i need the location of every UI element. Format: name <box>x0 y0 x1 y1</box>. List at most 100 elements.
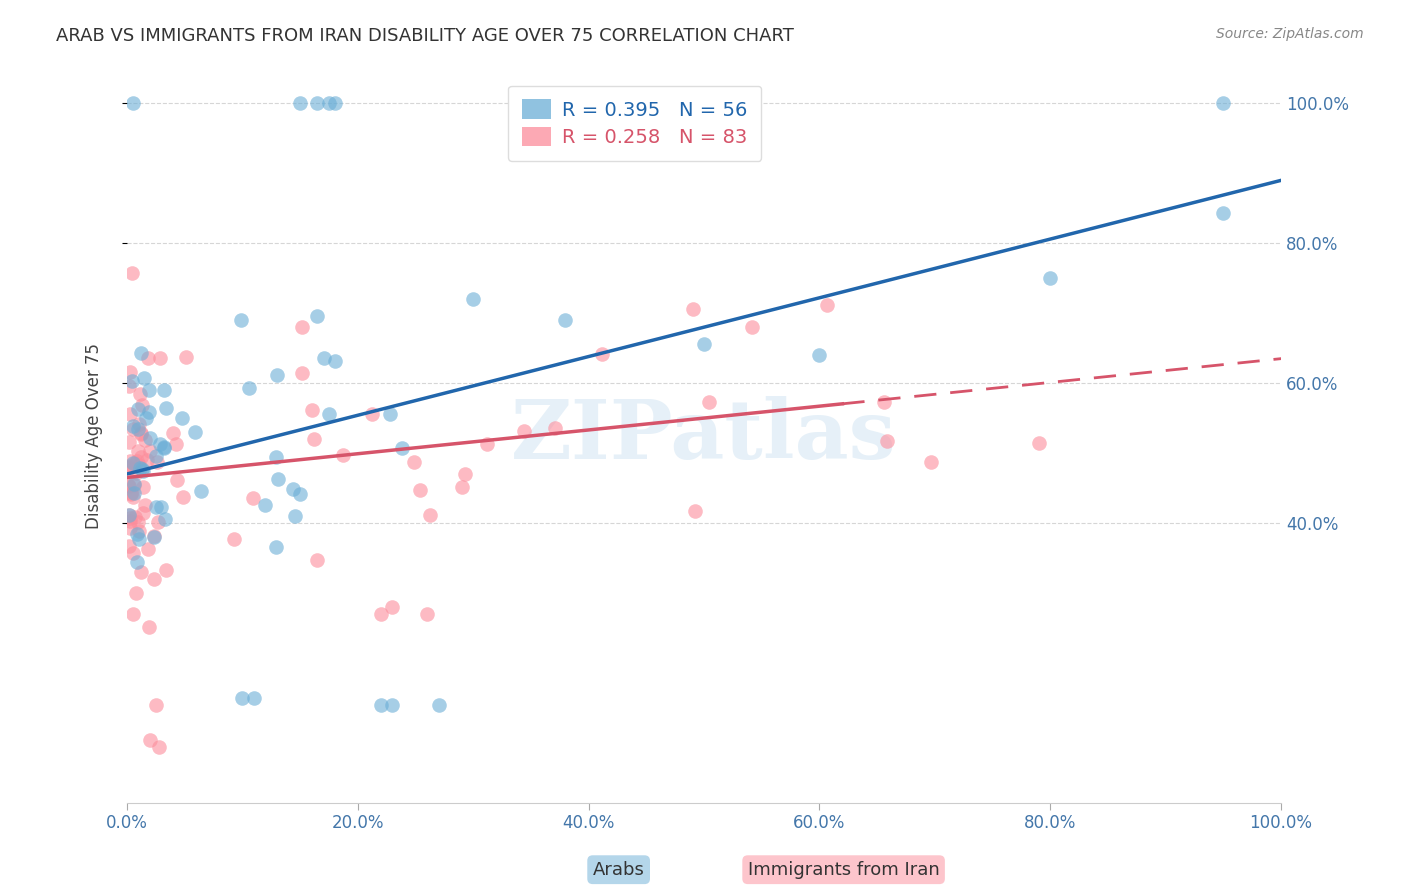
Point <box>264 541 287 555</box>
Point <box>132 371 155 385</box>
Point <box>122 478 145 492</box>
Point <box>121 96 143 111</box>
Point <box>242 491 264 505</box>
Point <box>121 418 143 433</box>
Point <box>281 483 304 497</box>
Point <box>402 455 425 469</box>
Point <box>138 383 160 397</box>
Point <box>266 368 288 382</box>
Point <box>155 563 177 577</box>
Point <box>145 449 167 463</box>
Point <box>128 532 150 546</box>
Point <box>127 402 149 417</box>
Point <box>229 312 252 326</box>
Point <box>307 96 329 111</box>
Point <box>231 690 253 705</box>
Point <box>118 508 141 522</box>
Point <box>381 599 404 614</box>
Point <box>148 739 170 754</box>
Point <box>118 434 141 449</box>
Point <box>135 410 157 425</box>
Point <box>128 387 150 401</box>
Point <box>121 374 143 388</box>
Point <box>544 421 567 435</box>
Point <box>391 441 413 455</box>
Point <box>378 407 401 421</box>
Point <box>697 395 720 409</box>
Point <box>129 565 152 579</box>
Point <box>451 480 474 494</box>
Point <box>121 266 143 280</box>
Point <box>136 351 159 366</box>
Text: Immigrants from Iran: Immigrants from Iran <box>748 861 939 879</box>
Point <box>138 620 160 634</box>
Point <box>166 473 188 487</box>
Point <box>118 514 141 528</box>
Point <box>513 425 536 439</box>
Point <box>152 440 174 454</box>
Point <box>118 521 141 535</box>
Point <box>741 320 763 334</box>
Point <box>332 448 354 462</box>
Point <box>184 425 207 439</box>
Point <box>134 433 156 447</box>
Point <box>118 365 141 379</box>
Point <box>120 454 142 468</box>
Point <box>243 690 266 705</box>
Point <box>305 553 328 567</box>
Point <box>128 417 150 431</box>
Point <box>127 454 149 468</box>
Point <box>127 515 149 529</box>
Point <box>1028 436 1050 450</box>
Point <box>120 487 142 501</box>
Point <box>125 555 148 569</box>
Point <box>454 467 477 481</box>
Point <box>118 461 141 475</box>
Text: ZIPatlas: ZIPatlas <box>512 395 897 475</box>
Point <box>134 498 156 512</box>
Point <box>150 500 173 515</box>
Point <box>118 378 141 392</box>
Point <box>307 309 329 323</box>
Point <box>291 366 314 380</box>
Point <box>129 346 152 360</box>
Point <box>128 458 150 472</box>
Point <box>117 478 139 492</box>
Point <box>118 479 141 493</box>
Point <box>463 292 485 306</box>
Point <box>1039 270 1062 285</box>
Point <box>815 298 838 312</box>
Point <box>427 698 450 712</box>
Point <box>122 422 145 436</box>
Point <box>121 607 143 621</box>
Point <box>143 530 166 544</box>
Text: Source: ZipAtlas.com: Source: ZipAtlas.com <box>1216 27 1364 41</box>
Point <box>155 401 177 416</box>
Text: ARAB VS IMMIGRANTS FROM IRAN DISABILITY AGE OVER 75 CORRELATION CHART: ARAB VS IMMIGRANTS FROM IRAN DISABILITY … <box>56 27 794 45</box>
Point <box>318 96 340 111</box>
Point <box>124 477 146 491</box>
Y-axis label: Disability Age Over 75: Disability Age Over 75 <box>86 343 103 529</box>
Point <box>693 336 716 351</box>
Point <box>318 407 340 421</box>
Point <box>149 351 172 365</box>
Point <box>314 351 336 365</box>
Point <box>153 512 176 526</box>
Point <box>409 483 432 498</box>
Point <box>591 347 613 361</box>
Point <box>118 508 141 523</box>
Point <box>124 466 146 480</box>
Point <box>288 486 311 500</box>
Point <box>162 425 184 440</box>
Point <box>149 437 172 451</box>
Point <box>120 486 142 500</box>
Point <box>128 524 150 539</box>
Point <box>682 301 704 316</box>
Point <box>132 506 155 520</box>
Text: Arabs: Arabs <box>593 861 644 879</box>
Point <box>419 508 441 522</box>
Point <box>124 510 146 524</box>
Point <box>145 698 167 712</box>
Point <box>170 411 193 425</box>
Point <box>291 320 314 334</box>
